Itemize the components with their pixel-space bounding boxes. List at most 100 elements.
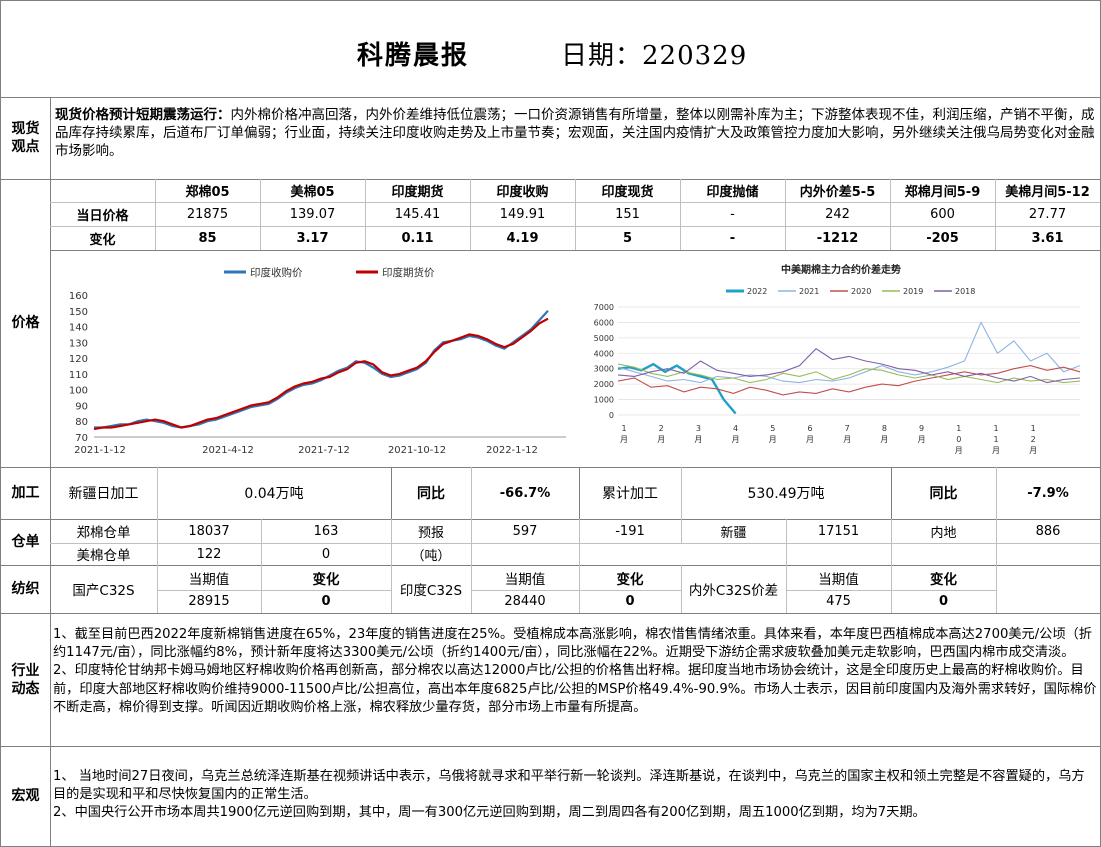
series-line <box>617 365 1081 396</box>
y-tick-label: 110 <box>69 370 88 381</box>
divider <box>157 467 158 519</box>
x-tick-label: 2021-1-12 <box>74 445 126 456</box>
y-tick-label: 140 <box>69 323 88 334</box>
spread-c32s-value: 475 <box>826 594 851 609</box>
divider <box>470 179 471 250</box>
price-change-cell: 5 <box>622 230 633 246</box>
y-tick-label: 7000 <box>594 303 614 312</box>
spread-chart: 中美期棉主力合约价差走势 2022 2021 2020 2019 2018 0 1000 200… <box>586 257 1096 462</box>
price-today-cell: 151 <box>615 206 640 222</box>
forecast-value: 597 <box>512 523 538 539</box>
divider <box>471 590 681 591</box>
divider <box>996 519 997 565</box>
section-label-spot: 现货观点 <box>1 97 50 179</box>
divider <box>391 467 392 519</box>
divider <box>1 746 1100 747</box>
series-line <box>94 310 549 429</box>
yoy-label-1: 同比 <box>417 486 445 502</box>
divider <box>391 519 392 565</box>
divider <box>155 179 156 250</box>
divider <box>579 519 580 565</box>
yoy-label-2: 同比 <box>929 486 958 502</box>
price-row-label-change: 变化 <box>89 232 116 248</box>
forecast-label: 预报 <box>417 525 444 541</box>
divider <box>1 613 1100 614</box>
divider <box>681 565 682 613</box>
spread-c32s-label: 内外C32S价差 <box>688 583 779 599</box>
divider <box>1 519 1100 520</box>
spread-change-label: 变化 <box>930 571 957 588</box>
spread-current-label: 当期值 <box>818 571 859 588</box>
yoy-value-2: -7.9% <box>1027 485 1069 501</box>
domestic-change-label: 变化 <box>312 571 340 588</box>
divider <box>1 179 1100 180</box>
divider <box>575 179 576 250</box>
section-label-industry-text: 行业动态 <box>11 662 40 697</box>
series-line <box>617 362 737 415</box>
zc-warehouse-label: 郑棉仓单 <box>76 525 131 541</box>
price-today-cell: - <box>730 206 735 222</box>
section-label-processing: 加工 <box>11 485 40 501</box>
price-today-cell: 145.41 <box>394 206 441 222</box>
divider <box>50 250 1100 251</box>
price-change-cell: -205 <box>926 230 959 246</box>
series-line <box>93 317 549 431</box>
x-tick-label: 2021-10-12 <box>388 445 446 456</box>
section-label-warehouse: 仓单 <box>11 534 40 550</box>
divider <box>681 467 682 519</box>
spread-chart-svg: 中美期棉主力合约价差走势 2022 2021 2020 2019 2018 0 1000 200… <box>594 263 1081 455</box>
series-line <box>617 321 1081 384</box>
cumulative-label: 累计加工 <box>602 486 658 502</box>
macro-news-item-1: 1、 当地时间27日夜间，乌克兰总统泽连斯基在视频讲话中表示，乌俄将就寻求和平举… <box>53 769 1085 803</box>
section-label-textile: 纺织 <box>11 581 40 597</box>
price-today-cell: 149.91 <box>499 206 546 222</box>
inland-value: 886 <box>1035 523 1061 539</box>
unit-label: （吨） <box>411 548 451 564</box>
divider <box>891 519 892 565</box>
divider <box>157 590 391 591</box>
report-date: 日期：220329 <box>561 41 748 71</box>
divider <box>471 467 472 519</box>
y-tick-label: 3000 <box>594 365 614 374</box>
price-today-cell: 600 <box>930 206 955 222</box>
price-today-cell: 21875 <box>186 206 229 222</box>
divider <box>157 519 158 565</box>
divider <box>50 543 1100 544</box>
divider <box>996 565 997 613</box>
legend-label: 2018 <box>955 287 975 296</box>
forecast-change: -191 <box>615 523 645 539</box>
india-c32s-label: 印度C32S <box>399 583 463 599</box>
divider <box>579 467 580 519</box>
divider <box>471 565 472 613</box>
section-label-price: 价格 <box>11 315 40 331</box>
legend-label: 印度收购价 <box>250 266 303 279</box>
xj-daily-value: 0.04万吨 <box>244 486 304 502</box>
xj-daily-label: 新疆日加工 <box>68 486 139 502</box>
us-warehouse-change: 0 <box>321 546 331 562</box>
report-header: 科腾晨报 日期：220329 <box>1 1 1100 98</box>
legend-label: 2019 <box>903 287 923 296</box>
y-tick-label: 0 <box>609 411 614 420</box>
divider <box>260 179 261 250</box>
india-change-label: 变化 <box>616 571 644 588</box>
x-tick-label: 2021-4-12 <box>202 445 254 456</box>
spread-c32s-change: 0 <box>938 594 949 609</box>
price-header-cell: 郑棉05 <box>185 185 230 200</box>
spot-commentary: 现货价格预计短期震荡运行：内外棉价格冲高回落，内外价差维持低位震荡；一口价资源销… <box>55 106 1095 160</box>
spot-headline: 现货价格预计短期震荡运行： <box>55 107 231 123</box>
divider <box>579 565 580 613</box>
macro-news-item-2: 2、中国央行公开市场本周共1900亿元逆回购到期，其中，周一有300亿元逆回购到… <box>53 805 926 821</box>
legend-label: 印度期货价 <box>382 266 435 279</box>
domestic-c32s-value: 28915 <box>188 594 230 609</box>
divider <box>891 565 892 613</box>
price-header-cell: 美棉月间5-12 <box>1005 185 1090 200</box>
india-current-label: 当期值 <box>504 571 546 588</box>
price-change-cell: -1212 <box>816 230 859 246</box>
cumulative-value: 530.49万吨 <box>747 486 825 502</box>
divider <box>261 565 262 613</box>
